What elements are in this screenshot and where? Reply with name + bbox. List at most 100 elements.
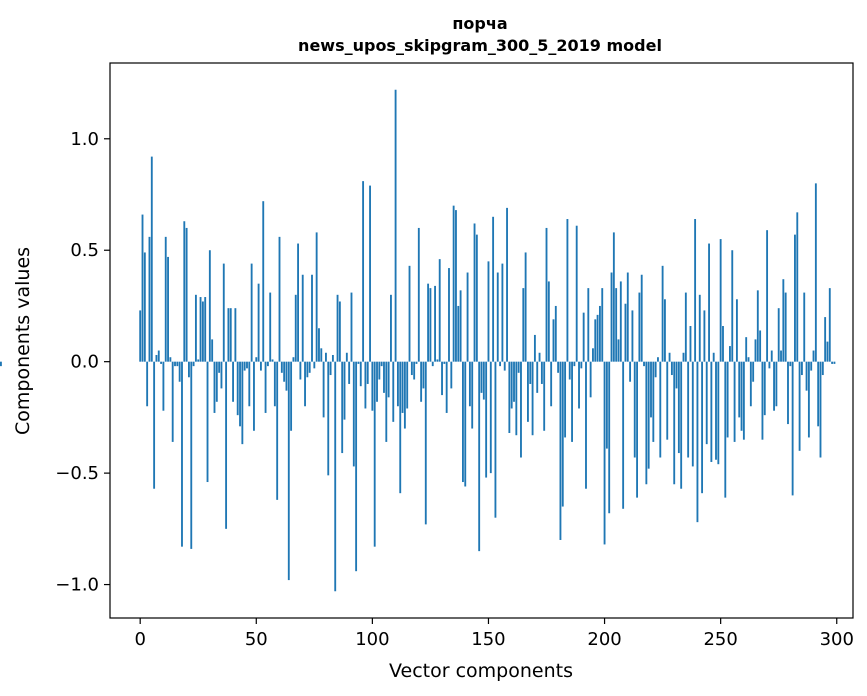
bar: [218, 361, 221, 373]
bar: [601, 288, 604, 362]
bar: [188, 361, 190, 378]
bar: [194, 294, 197, 362]
bar: [722, 326, 724, 362]
bar: [429, 288, 432, 362]
bar: [443, 361, 446, 364]
bar: [745, 337, 748, 362]
bar: [155, 354, 158, 362]
bar: [787, 361, 789, 425]
bar: [355, 361, 358, 572]
bar: [257, 283, 260, 362]
bar: [612, 232, 615, 362]
bar: [427, 283, 430, 362]
bar: [670, 361, 673, 376]
bar: [513, 361, 515, 402]
bar: [297, 243, 299, 362]
bar: [343, 361, 346, 420]
bar: [726, 361, 729, 438]
bar: [759, 330, 762, 362]
bar: [522, 288, 525, 362]
bar: [482, 361, 485, 400]
bar: [633, 361, 636, 458]
bar: [615, 288, 618, 362]
bar: [624, 303, 627, 362]
bar: [582, 312, 585, 362]
bar: [610, 272, 613, 362]
bar: [629, 361, 632, 382]
bar: [622, 361, 625, 509]
bar: [311, 274, 313, 362]
bar: [578, 361, 580, 409]
bar: [222, 263, 225, 362]
bar: [153, 361, 156, 489]
bar: [589, 361, 592, 398]
bar: [717, 361, 720, 465]
bar: [401, 361, 404, 413]
bar: [239, 361, 241, 427]
bar: [657, 357, 659, 362]
bar: [540, 361, 543, 384]
bar: [666, 361, 669, 440]
bar: [626, 272, 629, 362]
bar: [729, 346, 731, 362]
bar: [167, 256, 169, 362]
bar: [276, 361, 279, 500]
bar: [687, 361, 690, 458]
bar: [248, 361, 251, 407]
bar: [320, 348, 323, 362]
bar: [436, 359, 439, 362]
bar: [178, 361, 181, 382]
bar: [636, 361, 638, 498]
bar: [698, 294, 701, 362]
bar: [0, 361, 2, 367]
bar: [197, 359, 200, 362]
bar: [545, 227, 548, 362]
bar: [770, 350, 773, 362]
bar: [204, 297, 207, 362]
bar: [529, 361, 532, 384]
bar: [278, 236, 281, 362]
bar: [174, 361, 176, 367]
bar: [445, 361, 448, 413]
bar: [598, 305, 601, 362]
bar: [805, 361, 808, 391]
bar: [201, 301, 204, 362]
bar: [766, 230, 769, 362]
bar: [831, 361, 834, 364]
bar: [592, 348, 594, 362]
bar: [139, 310, 142, 362]
bar: [680, 361, 683, 489]
bar: [455, 210, 457, 362]
bar: [141, 214, 144, 362]
bar: [478, 361, 481, 552]
bar: [833, 361, 836, 364]
bar: [403, 361, 406, 429]
bar: [821, 361, 824, 376]
bar: [708, 243, 710, 362]
bar: [450, 361, 453, 389]
bar: [673, 361, 676, 485]
bar: [304, 361, 306, 407]
bar: [705, 361, 708, 445]
bar: [675, 361, 678, 389]
bar: [345, 352, 348, 362]
bar: [533, 334, 536, 362]
bar: [359, 361, 362, 387]
bar: [485, 361, 488, 478]
bar: [299, 361, 302, 380]
bar: [585, 361, 587, 489]
bar: [315, 232, 318, 362]
bar: [160, 361, 163, 364]
bar: [763, 361, 766, 416]
y-tick-label: −1.0: [55, 575, 99, 596]
bar: [496, 272, 499, 362]
bar: [536, 361, 539, 393]
bar: [719, 239, 722, 362]
bar: [157, 350, 160, 362]
bar: [206, 361, 209, 483]
bar: [664, 299, 666, 362]
x-tick-label: 50: [245, 629, 268, 650]
x-tick-label: 250: [703, 629, 737, 650]
bar: [694, 219, 697, 362]
bar: [146, 361, 149, 407]
